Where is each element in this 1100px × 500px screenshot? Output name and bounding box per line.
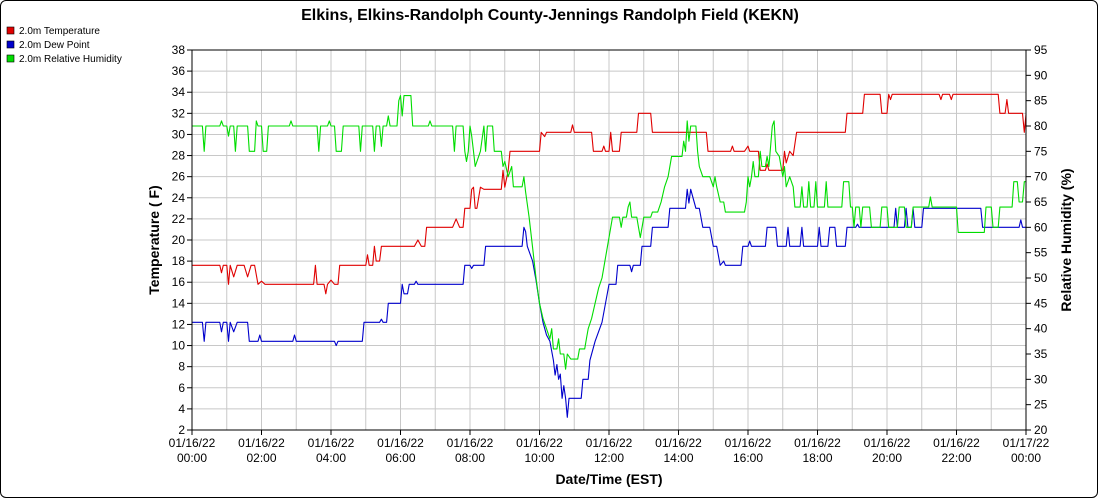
y-tick-label: 36	[172, 64, 186, 78]
x-tick-label-time: 04:00	[316, 451, 346, 465]
chart-title: Elkins, Elkins-Randolph County-Jennings …	[301, 7, 799, 24]
y2-tick-label: 75	[1034, 144, 1048, 158]
x-tick-label-date: 01/16/22	[516, 436, 563, 450]
y-axis-title: Temperature ( F)	[146, 185, 162, 294]
y2-tick-label: 90	[1034, 68, 1048, 82]
y2-tick-label: 65	[1034, 195, 1048, 209]
y2-tick-label: 70	[1034, 170, 1048, 184]
legend: 2.0m Temperature 2.0m Dew Point 2.0m Relat…	[6, 26, 122, 65]
y2-tick-label: 35	[1034, 347, 1048, 361]
y-tick-label: 16	[172, 275, 186, 289]
legend-swatch	[6, 26, 15, 35]
y2-tick-label: 55	[1034, 246, 1048, 260]
x-tick-label-time: 10:00	[524, 451, 554, 465]
x-axis-ticks: 01/16/2200:0001/16/2202:0001/16/2204:000…	[169, 430, 1050, 465]
series-line-2-0m-temperature	[192, 93, 1027, 295]
y-tick-label: 38	[172, 43, 186, 57]
x-tick-label-date: 01/16/22	[169, 436, 216, 450]
legend-label: 2.0m Dew Point	[19, 40, 90, 51]
x-tick-label-date: 01/17/22	[1003, 436, 1050, 450]
y-tick-label: 26	[172, 170, 186, 184]
series-line-2-0m-dew-point	[192, 188, 1026, 418]
y-tick-label: 24	[172, 191, 186, 205]
y-tick-label: 30	[172, 127, 186, 141]
y2-tick-label: 20	[1034, 423, 1048, 437]
x-tick-label-date: 01/16/22	[864, 436, 911, 450]
x-tick-label-date: 01/16/22	[238, 436, 285, 450]
x-tick-label-date: 01/16/22	[447, 436, 494, 450]
y-tick-label: 6	[178, 381, 185, 395]
x-axis-title: Date/Time (EST)	[555, 471, 662, 487]
legend-swatch	[6, 40, 15, 49]
y-tick-label: 12	[172, 317, 186, 331]
x-tick-label-time: 00:00	[177, 451, 207, 465]
y-tick-label: 8	[178, 360, 185, 374]
series-lines	[192, 93, 1027, 418]
y2-axis-ticks: 20 25 30 35 40 45 50 55 60 65 70 75 80 85 90 95	[1026, 43, 1048, 437]
x-tick-label-time: 16:00	[733, 451, 763, 465]
y-tick-label: 20	[172, 233, 186, 247]
y2-tick-label: 40	[1034, 322, 1048, 336]
x-tick-label-time: 18:00	[802, 451, 832, 465]
x-tick-label-date: 01/16/22	[933, 436, 980, 450]
y2-tick-label: 80	[1034, 119, 1048, 133]
y2-tick-label: 85	[1034, 94, 1048, 108]
legend-swatch	[6, 54, 15, 63]
x-tick-label-time: 14:00	[663, 451, 693, 465]
x-tick-label-date: 01/16/22	[725, 436, 772, 450]
x-tick-label-date: 01/16/22	[586, 436, 633, 450]
x-tick-label-time: 20:00	[872, 451, 902, 465]
y2-tick-label: 30	[1034, 372, 1048, 386]
y-tick-label: 14	[172, 296, 186, 310]
y2-tick-label: 95	[1034, 43, 1048, 57]
x-tick-label-time: 22:00	[941, 451, 971, 465]
x-tick-label-date: 01/16/22	[794, 436, 841, 450]
x-tick-label-time: 12:00	[594, 451, 624, 465]
y-tick-label: 18	[172, 254, 186, 268]
y-tick-label: 28	[172, 149, 186, 163]
x-tick-label-date: 01/16/22	[377, 436, 424, 450]
x-tick-label-date: 01/16/22	[655, 436, 702, 450]
x-tick-label-time: 02:00	[246, 451, 276, 465]
y2-tick-label: 45	[1034, 296, 1048, 310]
y-tick-label: 4	[178, 402, 185, 416]
x-tick-label-time: 06:00	[385, 451, 415, 465]
y2-tick-label: 50	[1034, 271, 1048, 285]
y-tick-label: 10	[172, 339, 186, 353]
legend-label: 2.0m Relative Humidity	[19, 54, 122, 65]
x-tick-label-time: 00:00	[1011, 451, 1041, 465]
series-line-2-0m-relative-humidity	[192, 95, 1026, 370]
y-tick-label: 22	[172, 212, 186, 226]
x-tick-label-date: 01/16/22	[308, 436, 355, 450]
legend-label: 2.0m Temperature	[19, 26, 100, 37]
y-tick-label: 2	[178, 423, 185, 437]
y-tick-label: 34	[172, 85, 186, 99]
y-tick-label: 32	[172, 106, 186, 120]
x-tick-label-time: 08:00	[455, 451, 485, 465]
y2-tick-label: 60	[1034, 220, 1048, 234]
y2-axis-title: Relative Humidity (%)	[1058, 168, 1074, 311]
y2-tick-label: 25	[1034, 398, 1048, 412]
